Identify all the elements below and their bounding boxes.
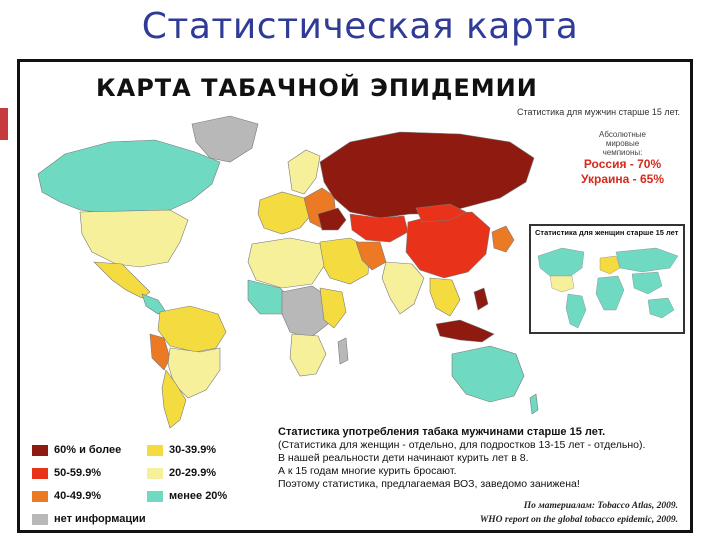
legend-swatch [147, 490, 163, 502]
region-philippines [473, 287, 489, 311]
notes-heading: Статистика употребления табака мужчинами… [278, 426, 606, 438]
legend-label: 20-29.9% [169, 467, 217, 479]
region-china [405, 211, 491, 279]
region-southern-africa [289, 333, 327, 377]
region-east-africa [319, 287, 347, 329]
legend-item-30-39: 30-39.9% [147, 444, 216, 456]
notes-line: (Статистика для женщин - отдельно, для п… [278, 439, 646, 451]
champions-caption-1: Абсолютные [599, 130, 646, 139]
champions-box: Абсолютные мировые чемпионы: Россия - 70… [581, 130, 664, 187]
legend-label: нет информации [54, 513, 146, 525]
region-scandinavia [287, 149, 321, 195]
legend-item-20-29: 20-29.9% [147, 467, 216, 479]
region-australia [451, 345, 525, 403]
region-indonesia [435, 319, 495, 343]
region-mongolia [415, 203, 467, 223]
notes-line: А к 15 годам многие курить бросают. [278, 465, 457, 477]
region-madagascar [337, 337, 349, 365]
subtitle-men: Статистика для мужчин старше 15 лет. [517, 107, 680, 117]
legend-item-40-49: 40-49.9% [32, 490, 101, 502]
legend-swatch [147, 467, 163, 479]
region-western-europe [257, 191, 313, 235]
credit-line: WHO report on the global tobacco epidemi… [479, 515, 678, 525]
region-usa [79, 209, 189, 268]
legend-label: менее 20% [169, 490, 228, 502]
legend-item-under-20: менее 20% [147, 490, 227, 502]
region-iran [355, 241, 387, 271]
region-new-zealand [529, 393, 539, 415]
credit-line: По материалам: Tobacco Atlas, 2009. [523, 501, 678, 511]
notes-line: В нашей реальности дети начинают курить … [278, 452, 529, 464]
slide-title: Статистическая карта [141, 6, 579, 47]
legend-label: 60% и более [54, 444, 122, 456]
champions-caption-2: мировые [605, 139, 640, 148]
region-mexico [93, 261, 151, 299]
legend-swatch [32, 444, 48, 456]
inset-caption: Статистика для женщин старше 15 лет [535, 228, 679, 237]
region-ukraine [317, 207, 347, 231]
legend-swatch [32, 513, 48, 525]
legend-label: 50-59.9% [54, 467, 102, 479]
region-canada [37, 139, 221, 215]
champion-russia: Россия - 70% [583, 157, 662, 171]
champions-caption-3: чемпионы: [602, 148, 643, 157]
region-kazakhstan [349, 213, 409, 243]
region-russia [319, 131, 535, 219]
credits: По материалам: Tobacco Atlas, 2009. WHO … [480, 499, 678, 527]
region-southeast-asia [429, 277, 461, 317]
legend-item-no-info: нет информации [32, 513, 146, 525]
region-india [381, 261, 425, 315]
region-brazil [167, 347, 221, 399]
legend-label: 30-39.9% [169, 444, 217, 456]
legend-item-60-plus: 60% и более [32, 444, 121, 456]
region-greenland [191, 115, 259, 163]
region-north-africa [247, 237, 325, 289]
world-map [37, 115, 539, 429]
notes-line: Поэтому статистика, предлагаемая ВОЗ, за… [278, 478, 580, 490]
poster-title: КАРТА ТАБАЧНОЙ ЭПИДЕМИИ [96, 74, 538, 102]
region-argentina [161, 369, 187, 429]
legend-item-50-59: 50-59.9% [32, 467, 101, 479]
legend-swatch [32, 490, 48, 502]
region-central-america [141, 293, 167, 315]
accent-bar [0, 108, 8, 140]
legend-swatch [32, 467, 48, 479]
region-korea-japan [491, 225, 515, 253]
legend-swatch [147, 444, 163, 456]
poster: КАРТА ТАБАЧНОЙ ЭПИДЕМИИ Статистика для м… [17, 59, 693, 533]
region-central-africa [281, 285, 331, 339]
notes-block: Статистика употребления табака мужчинами… [278, 425, 688, 491]
inset-women-map: Статистика для женщин старше 15 лет [529, 224, 685, 334]
legend-label: 40-49.9% [54, 490, 102, 502]
champion-ukraine: Украина - 65% [581, 172, 664, 186]
region-south-america-north [157, 305, 227, 353]
inset-world-map [537, 247, 679, 329]
region-peru [149, 333, 171, 371]
